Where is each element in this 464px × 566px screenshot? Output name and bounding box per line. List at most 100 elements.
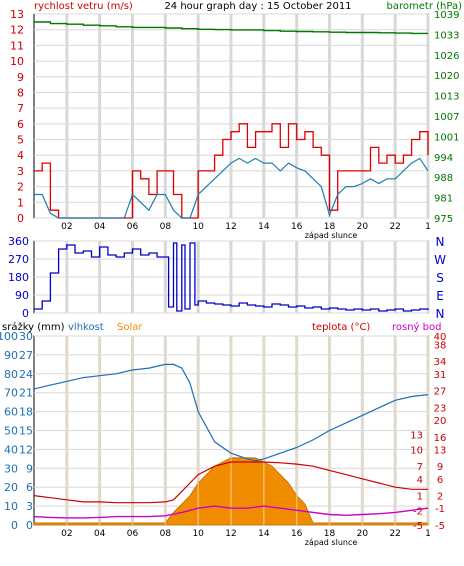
left-tick-label-6: 6 [17,118,24,131]
left-tick-label-7: 7 [17,102,24,115]
dewpoint-label: rosný bod [392,321,441,333]
temp-inner-tick-label-3: 4 [417,475,423,486]
dir-compass-label-4: N [436,307,445,321]
dir-compass-label-0: N [436,235,445,249]
right-tick-label-4: 1001 [434,132,459,143]
temperature-humidity-chart: srážky (mm) vlhkost Solar teplota (°C) rosný… [0,321,446,547]
dir-tick-label-2: 180 [8,271,29,284]
precip-tick-label-1: 3 [26,500,33,513]
sunset-label: západ slunce [305,231,358,240]
precip-tick-label-8: 24 [19,368,33,381]
right-tick-label-3: 994 [434,153,453,164]
precip-tick-label-0: 0 [26,519,33,532]
left-axis-title: rychlost vetru (m/s) [34,1,133,12]
temp-inner-tick-label-6: 13 [410,431,423,442]
precip-tick-label-9: 27 [19,349,33,362]
chart-title: 24 hour graph day : 15 October 2011 [164,1,351,12]
series-dewpoint [33,505,429,519]
precip-tick-label-5: 15 [19,425,33,438]
temp-tick-label-11: 34 [434,357,447,368]
left-tick-label-9: 9 [17,71,24,84]
humidity-tick-label-5: 50 [4,425,18,438]
temp-tick-label-8: 23 [434,403,447,414]
precip-tick-label-6: 18 [19,406,33,419]
left-tick-label-11: 11 [10,39,24,52]
series-pressure [34,21,428,35]
left-tick-label-5: 5 [17,134,24,147]
right-tick-label-10: 1039 [434,10,459,21]
temperature-label: teplota (°C) [312,322,370,333]
dir-tick-label-3: 270 [8,253,29,266]
x3-tick-label-7: 16 [291,529,303,539]
x-tick-label-5: 12 [225,222,236,232]
x3-tick-label-9: 20 [357,529,369,539]
x-tick-label-3: 08 [160,222,172,232]
dir-compass-label-1: W [434,253,446,267]
dir-tick-label-4: 360 [8,235,29,248]
temp-tick-label-9: 27 [434,387,447,398]
x3-tick-label-5: 12 [225,529,236,539]
humidity-tick-label-10: 100 [0,330,18,343]
left-tick-label-12: 12 [10,24,24,37]
right-axis-title: barometr (hPa) [387,1,463,12]
humidity-tick-label-1: 10 [4,500,18,513]
x3-tick-label-6: 14 [258,529,270,539]
dir-tick-label-0: 0 [22,307,29,320]
x-tick-label-1: 04 [94,222,106,232]
humidity-tick-label-4: 40 [4,443,18,456]
temp-inner-tick-label-1: -2 [413,506,423,517]
right-tick-label-5: 1007 [434,112,459,123]
x3-tick-label-2: 06 [127,529,139,539]
precip-tick-label-3: 9 [26,462,33,475]
humidity-tick-label-7: 70 [4,387,18,400]
x-tick-label-0: 02 [61,222,72,232]
sunset-label-2: západ slunce [305,538,358,547]
right-tick-label-1: 981 [434,194,453,205]
left-tick-label-10: 10 [10,55,24,68]
temp-tick-label-5: 13 [434,445,447,456]
temp-inner-tick-label-2: 1 [417,492,423,503]
precip-tick-label-4: 12 [19,443,33,456]
precip-tick-label-2: 6 [26,481,33,494]
x3-tick-label-4: 10 [192,529,204,539]
x3-tick-label-10: 22 [389,529,400,539]
x-tick-label-8: 18 [324,222,336,232]
series-wind-direction [34,242,429,312]
temp-tick-label-13: 40 [434,332,447,343]
humidity-tick-label-2: 20 [4,481,18,494]
x-tick-label-4: 10 [192,222,204,232]
right-tick-label-0: 975 [434,214,453,225]
temp-tick-label-6: 16 [434,433,447,444]
temp-tick-label-0: -5 [435,521,445,532]
left-tick-label-4: 4 [17,149,24,162]
x3-tick-label-1: 04 [94,529,106,539]
x-tick-label-6: 14 [258,222,270,232]
left-tick-label-0: 0 [17,212,24,225]
temp-inner-tick-label-0: -5 [413,521,423,532]
humidity-label: vlhkost [68,322,104,333]
temp-inner-tick-label-5: 10 [410,445,423,456]
left-tick-label-2: 2 [17,181,24,194]
left-tick-label-13: 13 [10,8,24,21]
temp-inner-tick-label-4: 7 [417,462,423,473]
left-tick-label-1: 1 [17,196,24,209]
humidity-tick-label-8: 80 [4,368,18,381]
dir-compass-label-2: S [436,271,444,285]
precip-label: srážky (mm) [2,321,65,333]
temp-tick-label-12: 38 [434,340,447,351]
wind-pressure-chart: 0123456789101112139759819889941001100710… [10,1,462,240]
dir-compass-label-3: E [436,289,444,303]
dir-tick-label-1: 90 [15,289,29,302]
x-tick-label-10: 22 [389,222,400,232]
humidity-tick-label-0: 0 [11,519,18,532]
x3-tick-label-8: 18 [324,529,336,539]
series-temperature [33,461,428,504]
x3-tick-label-0: 02 [61,529,72,539]
right-tick-label-6: 1013 [434,92,459,103]
series-wind-speed [34,157,429,219]
right-tick-label-7: 1020 [434,71,459,82]
precip-tick-label-10: 30 [19,330,33,343]
temp-tick-label-2: 2 [437,492,443,503]
